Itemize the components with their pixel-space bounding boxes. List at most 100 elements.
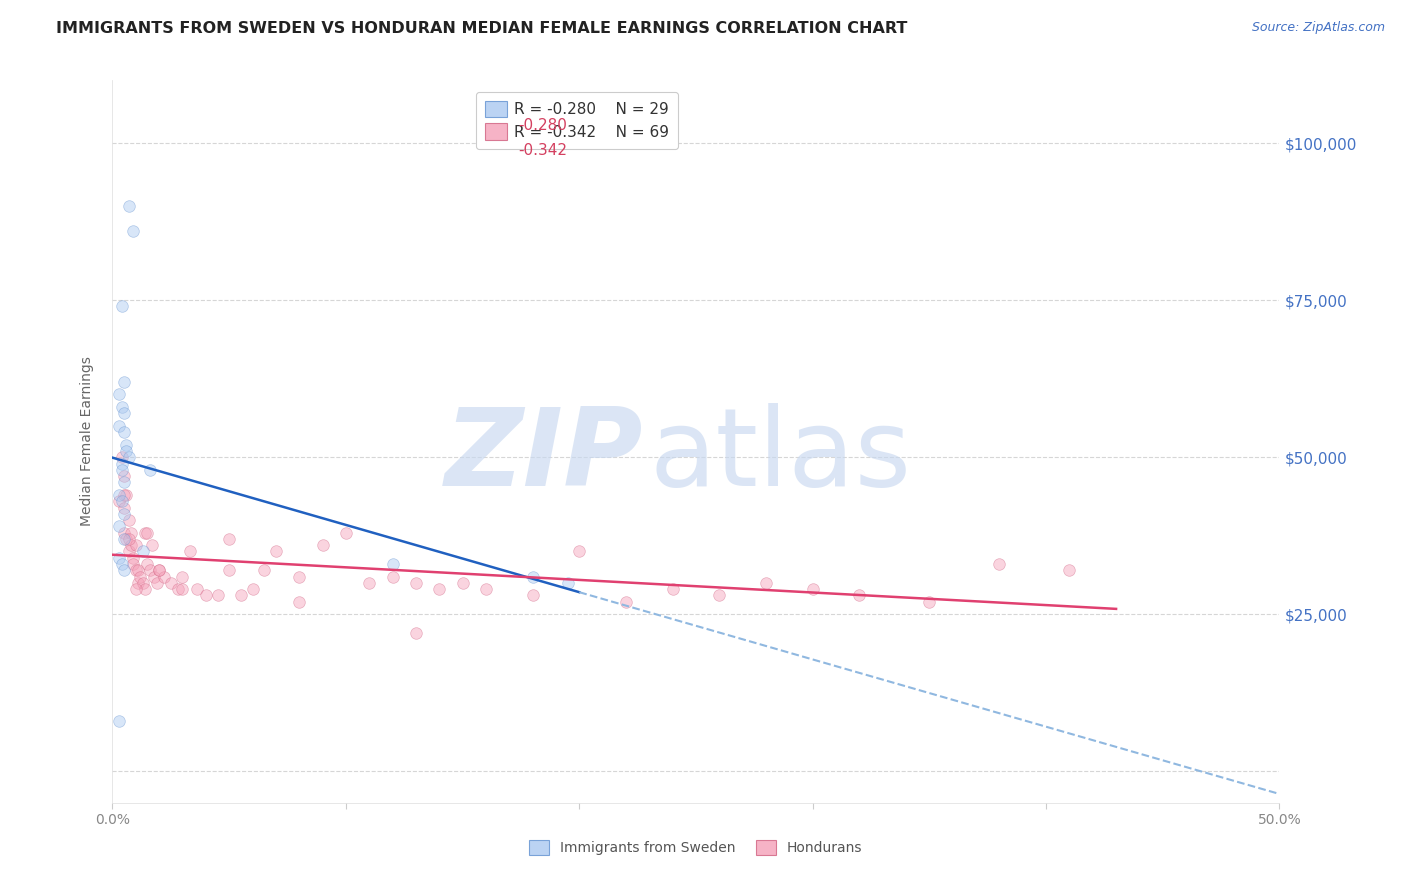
Point [153,569,176,583]
Point [288,569,311,583]
Point [381,569,404,583]
Point [115,444,138,458]
Point [118,513,141,527]
Point [111,400,134,414]
Point [120,525,142,540]
Point [405,575,427,590]
Point [111,450,134,465]
Point [848,589,870,603]
Point [253,563,276,577]
Point [108,714,131,728]
Point [112,425,135,439]
Point [194,589,217,603]
Point [288,595,311,609]
Point [381,557,404,571]
Point [115,488,138,502]
Point [108,387,131,401]
Point [125,563,148,577]
Point [264,544,287,558]
Point [918,595,941,609]
Point [111,457,134,471]
Point [218,563,240,577]
Point [120,538,142,552]
Point [115,532,138,546]
Text: -0.280: -0.280 [519,119,568,133]
Point [132,575,155,590]
Point [112,563,135,577]
Point [139,563,162,577]
Point [186,582,208,597]
Point [405,626,427,640]
Y-axis label: Median Female Earnings: Median Female Earnings [80,357,94,526]
Point [112,507,135,521]
Point [359,575,381,590]
Point [139,463,162,477]
Point [148,563,170,577]
Point [143,569,166,583]
Point [475,582,498,597]
Point [118,532,141,546]
Point [207,589,229,603]
Point [112,375,135,389]
Point [108,550,131,565]
Point [141,538,163,552]
Point [557,575,579,590]
Point [125,538,148,552]
Point [755,575,778,590]
Point [614,595,637,609]
Point [709,589,731,603]
Text: ZIP: ZIP [446,403,644,509]
Point [427,582,450,597]
Point [229,589,252,603]
Point [568,544,591,558]
Point [111,463,134,477]
Point [108,494,131,508]
Text: Source: ZipAtlas.com: Source: ZipAtlas.com [1251,21,1385,34]
Point [134,582,156,597]
Point [108,488,131,502]
Point [172,582,194,597]
Point [988,557,1011,571]
Point [118,544,141,558]
Point [129,569,152,583]
Point [118,450,141,465]
Point [801,582,824,597]
Point [218,532,240,546]
Point [122,550,145,565]
Point [112,406,135,420]
Point [125,582,148,597]
Point [118,199,141,213]
Point [112,475,135,490]
Point [522,589,544,603]
Point [136,525,159,540]
Point [311,538,333,552]
Point [242,582,264,597]
Point [111,300,134,314]
Point [122,224,145,238]
Point [112,469,135,483]
Point [127,563,149,577]
Point [112,488,135,502]
Point [122,557,145,571]
Point [108,418,131,433]
Point [179,544,201,558]
Point [112,532,135,546]
Point [111,557,134,571]
Text: -0.342: -0.342 [519,143,568,158]
Point [522,569,544,583]
Point [127,575,149,590]
Point [115,438,138,452]
Point [172,569,194,583]
Point [112,525,135,540]
Point [166,582,188,597]
Point [451,575,474,590]
Point [111,494,134,508]
Text: atlas: atlas [650,403,911,509]
Legend: Immigrants from Sweden, Hondurans: Immigrants from Sweden, Hondurans [524,835,868,861]
Point [146,575,169,590]
Point [136,557,159,571]
Point [1059,563,1081,577]
Point [108,519,131,533]
Point [148,563,170,577]
Text: IMMIGRANTS FROM SWEDEN VS HONDURAN MEDIAN FEMALE EARNINGS CORRELATION CHART: IMMIGRANTS FROM SWEDEN VS HONDURAN MEDIA… [56,21,908,36]
